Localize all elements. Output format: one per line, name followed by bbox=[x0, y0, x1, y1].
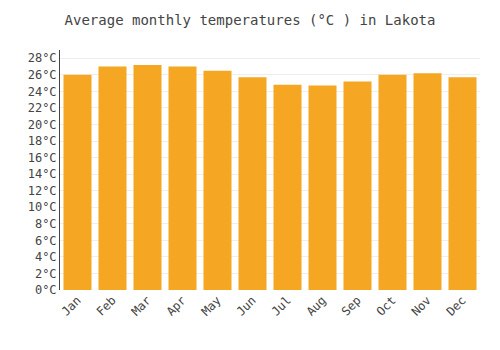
svg-text:14°C: 14°C bbox=[28, 167, 57, 181]
svg-text:2°C: 2°C bbox=[35, 267, 57, 281]
svg-text:22°C: 22°C bbox=[28, 101, 57, 115]
svg-text:26°C: 26°C bbox=[28, 68, 57, 82]
svg-text:16°C: 16°C bbox=[28, 151, 57, 165]
svg-text:Jul: Jul bbox=[269, 293, 294, 318]
svg-text:Apr: Apr bbox=[164, 293, 189, 318]
svg-text:12°C: 12°C bbox=[28, 184, 57, 198]
svg-text:4°C: 4°C bbox=[35, 250, 57, 264]
svg-text:Mar: Mar bbox=[129, 293, 154, 318]
svg-text:0°C: 0°C bbox=[35, 283, 57, 297]
svg-text:6°C: 6°C bbox=[35, 234, 57, 248]
svg-text:10°C: 10°C bbox=[28, 200, 57, 214]
svg-text:Sep: Sep bbox=[339, 293, 364, 318]
svg-text:Jan: Jan bbox=[59, 293, 84, 318]
svg-text:Jun: Jun bbox=[234, 293, 259, 318]
svg-text:Nov: Nov bbox=[409, 293, 434, 318]
svg-text:20°C: 20°C bbox=[28, 118, 57, 132]
svg-text:May: May bbox=[199, 293, 224, 318]
svg-text:8°C: 8°C bbox=[35, 217, 57, 231]
svg-text:Oct: Oct bbox=[374, 293, 399, 318]
svg-text:Feb: Feb bbox=[94, 293, 119, 318]
svg-text:Average monthly temperatures (: Average monthly temperatures (°C ) in La… bbox=[65, 12, 436, 28]
svg-text:28°C: 28°C bbox=[28, 51, 57, 65]
svg-text:Aug: Aug bbox=[304, 293, 329, 318]
svg-text:18°C: 18°C bbox=[28, 134, 57, 148]
svg-text:Dec: Dec bbox=[444, 293, 469, 318]
svg-text:24°C: 24°C bbox=[28, 85, 57, 99]
